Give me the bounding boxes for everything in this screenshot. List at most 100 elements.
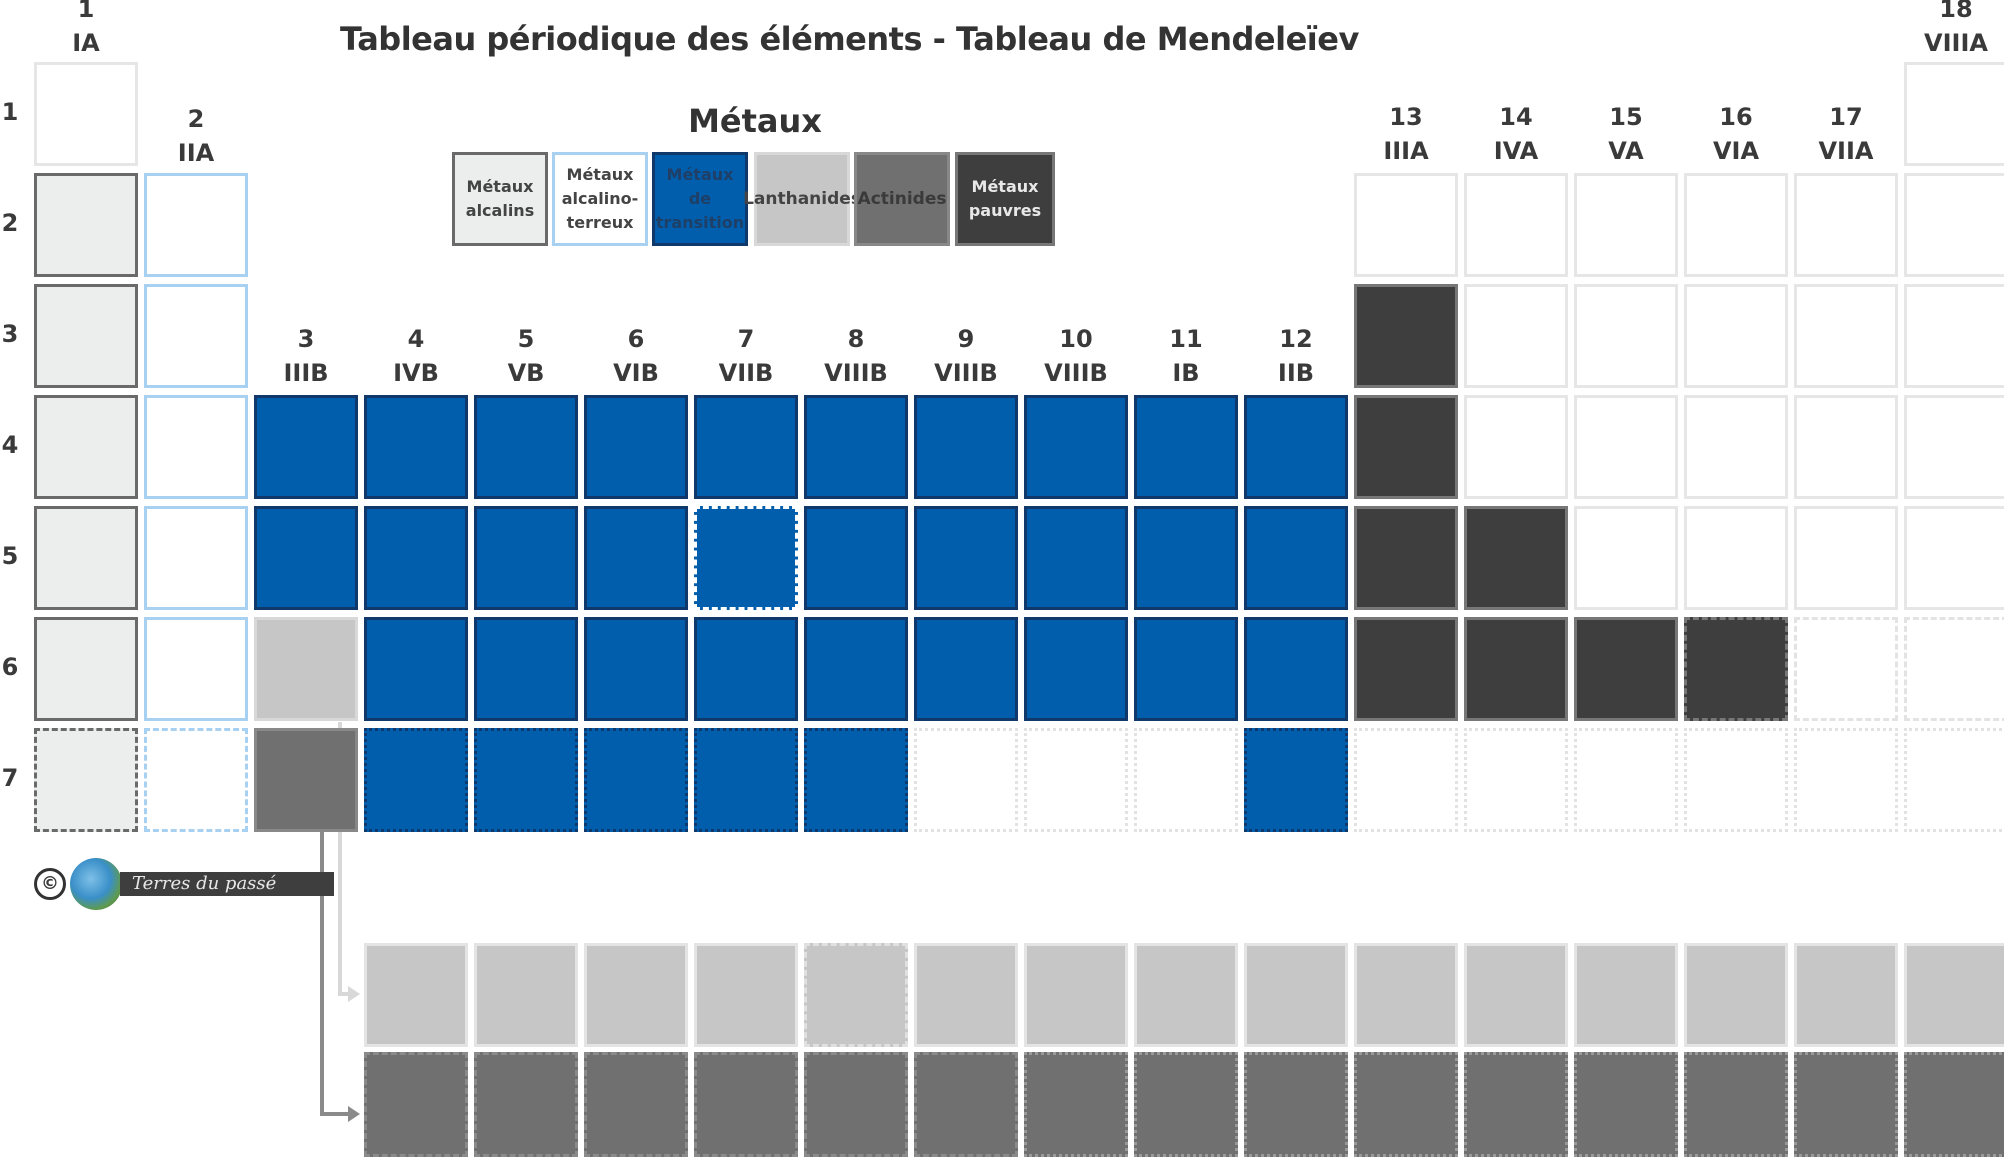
element-cell (254, 506, 358, 610)
group-header: 16 VIA (1681, 100, 1791, 168)
element-cell (34, 284, 138, 388)
group-number: 9 (957, 325, 975, 353)
group-number: 4 (407, 325, 425, 353)
element-cell (1354, 395, 1458, 499)
actinide-cell (1134, 1052, 1238, 1157)
lanthanide-cell (584, 943, 688, 1047)
period-number: 5 (1, 542, 19, 570)
group-number: 1 (77, 0, 95, 23)
group-header: 11 IB (1131, 322, 1241, 390)
element-cell (34, 728, 138, 832)
actinide-cell (1684, 1052, 1788, 1157)
element-cell (584, 617, 688, 721)
element-cell (1684, 506, 1788, 610)
element-cell (364, 506, 468, 610)
element-cell (144, 173, 248, 277)
element-cell (1354, 728, 1458, 832)
element-cell (1574, 284, 1678, 388)
group-number: 8 (847, 325, 865, 353)
element-cell (474, 728, 578, 832)
element-cell (1574, 173, 1678, 277)
group-number: 2 (187, 105, 205, 133)
element-cell (144, 617, 248, 721)
copyright-text: Terres du passé (120, 872, 334, 896)
element-cell (474, 506, 578, 610)
legend-heading: Métaux (688, 102, 822, 140)
lanthanide-cell (364, 943, 468, 1047)
group-roman: IVA (1493, 137, 1539, 165)
period-number: 6 (1, 653, 19, 681)
group-header: 9 VIIIB (911, 322, 1021, 390)
element-cell (804, 617, 908, 721)
element-cell (1904, 284, 2004, 388)
period-number: 2 (1, 209, 19, 237)
element-cell (1794, 395, 1898, 499)
element-cell (804, 728, 908, 832)
group-number: 10 (1059, 325, 1093, 353)
period-number: 1 (1, 98, 19, 126)
group-header: 7 VIIB (691, 322, 801, 390)
element-cell (474, 395, 578, 499)
lanthanide-cell (474, 943, 578, 1047)
group-number: 7 (737, 325, 755, 353)
group-header: 12 IIB (1241, 322, 1351, 390)
legend-transition: Métaux de transition (652, 152, 748, 246)
group-header: 2 IIA (141, 102, 251, 170)
element-cell (34, 395, 138, 499)
element-cell (364, 617, 468, 721)
lanthanide-cell (914, 943, 1018, 1047)
element-cell (254, 728, 358, 832)
element-cell (144, 728, 248, 832)
element-cell (1904, 62, 2004, 166)
actinide-arrow (320, 832, 356, 1116)
element-cell (1134, 617, 1238, 721)
group-roman: VB (507, 359, 545, 387)
element-cell (474, 617, 578, 721)
group-header: 14 IVA (1461, 100, 1571, 168)
group-number: 3 (297, 325, 315, 353)
legend-actinides: Actinides (854, 152, 950, 246)
actinide-cell (1354, 1052, 1458, 1157)
lanthanide-cell (1354, 943, 1458, 1047)
actinide-cell (474, 1052, 578, 1157)
element-cell (1024, 506, 1128, 610)
actinide-cell (1794, 1052, 1898, 1157)
legend-alkali: Métaux alcalins (452, 152, 548, 246)
group-header: 17 VIIA (1791, 100, 1901, 168)
element-cell (364, 395, 468, 499)
lanthanide-cell (1794, 943, 1898, 1047)
element-cell (1794, 617, 1898, 721)
group-roman: IIIA (1383, 137, 1429, 165)
group-roman: VIIIB (824, 359, 888, 387)
element-cell (1574, 617, 1678, 721)
group-roman: VIB (613, 359, 659, 387)
period-number: 3 (1, 320, 19, 348)
group-number: 18 (1939, 0, 1973, 23)
element-cell (144, 395, 248, 499)
group-header: 6 VIB (581, 322, 691, 390)
element-cell (34, 173, 138, 277)
group-number: 17 (1829, 103, 1863, 131)
group-roman: VIIIB (1044, 359, 1108, 387)
group-roman: IIB (1277, 359, 1315, 387)
element-cell (1464, 395, 1568, 499)
lanthanide-cell (1464, 943, 1568, 1047)
element-cell (1684, 284, 1788, 388)
group-roman: VA (1608, 137, 1644, 165)
element-cell (144, 506, 248, 610)
group-number: 11 (1169, 325, 1203, 353)
group-header: 13 IIIA (1351, 100, 1461, 168)
element-cell (1464, 506, 1568, 610)
copyright-badge: © Terres du passé (34, 858, 334, 910)
group-header: 1 IA (31, 0, 141, 60)
element-cell (694, 506, 798, 610)
element-cell (1904, 506, 2004, 610)
element-cell (1464, 284, 1568, 388)
group-roman: VIIB (718, 359, 774, 387)
element-cell (1134, 395, 1238, 499)
group-roman: IB (1172, 359, 1200, 387)
element-cell (1464, 728, 1568, 832)
element-cell (34, 506, 138, 610)
element-cell (1904, 395, 2004, 499)
element-cell (1684, 617, 1788, 721)
